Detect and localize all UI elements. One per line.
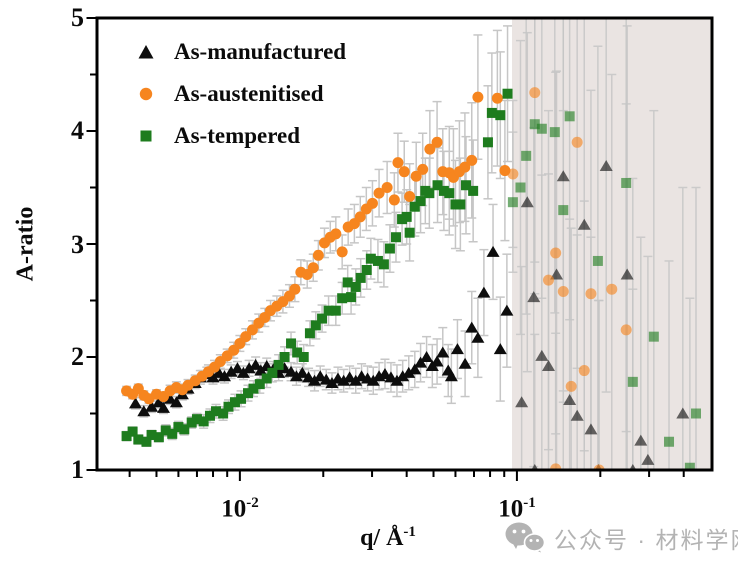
legend-label: As-manufactured xyxy=(174,39,347,64)
square-marker-icon xyxy=(140,130,152,142)
plot-frame xyxy=(95,16,714,472)
circle-marker-icon xyxy=(139,87,153,101)
legend-item-as-manufactured: As-manufactured xyxy=(136,31,346,73)
triangle-marker-icon xyxy=(138,45,154,59)
chart-legend: As-manufactured As-austenitised As-tempe… xyxy=(136,31,346,157)
legend-label: As-tempered xyxy=(174,123,301,148)
data-points xyxy=(121,87,702,470)
legend-label: As-austenitised xyxy=(174,81,324,106)
watermark-text: 公众号 · 材料学网 xyxy=(554,527,738,553)
legend-item-as-austenitised: As-austenitised xyxy=(136,73,346,115)
legend-item-as-tempered: As-tempered xyxy=(136,115,346,157)
watermark: 公众号 · 材料学网 xyxy=(504,521,738,555)
wechat-icon xyxy=(505,522,546,553)
axis-ticks xyxy=(86,17,685,481)
